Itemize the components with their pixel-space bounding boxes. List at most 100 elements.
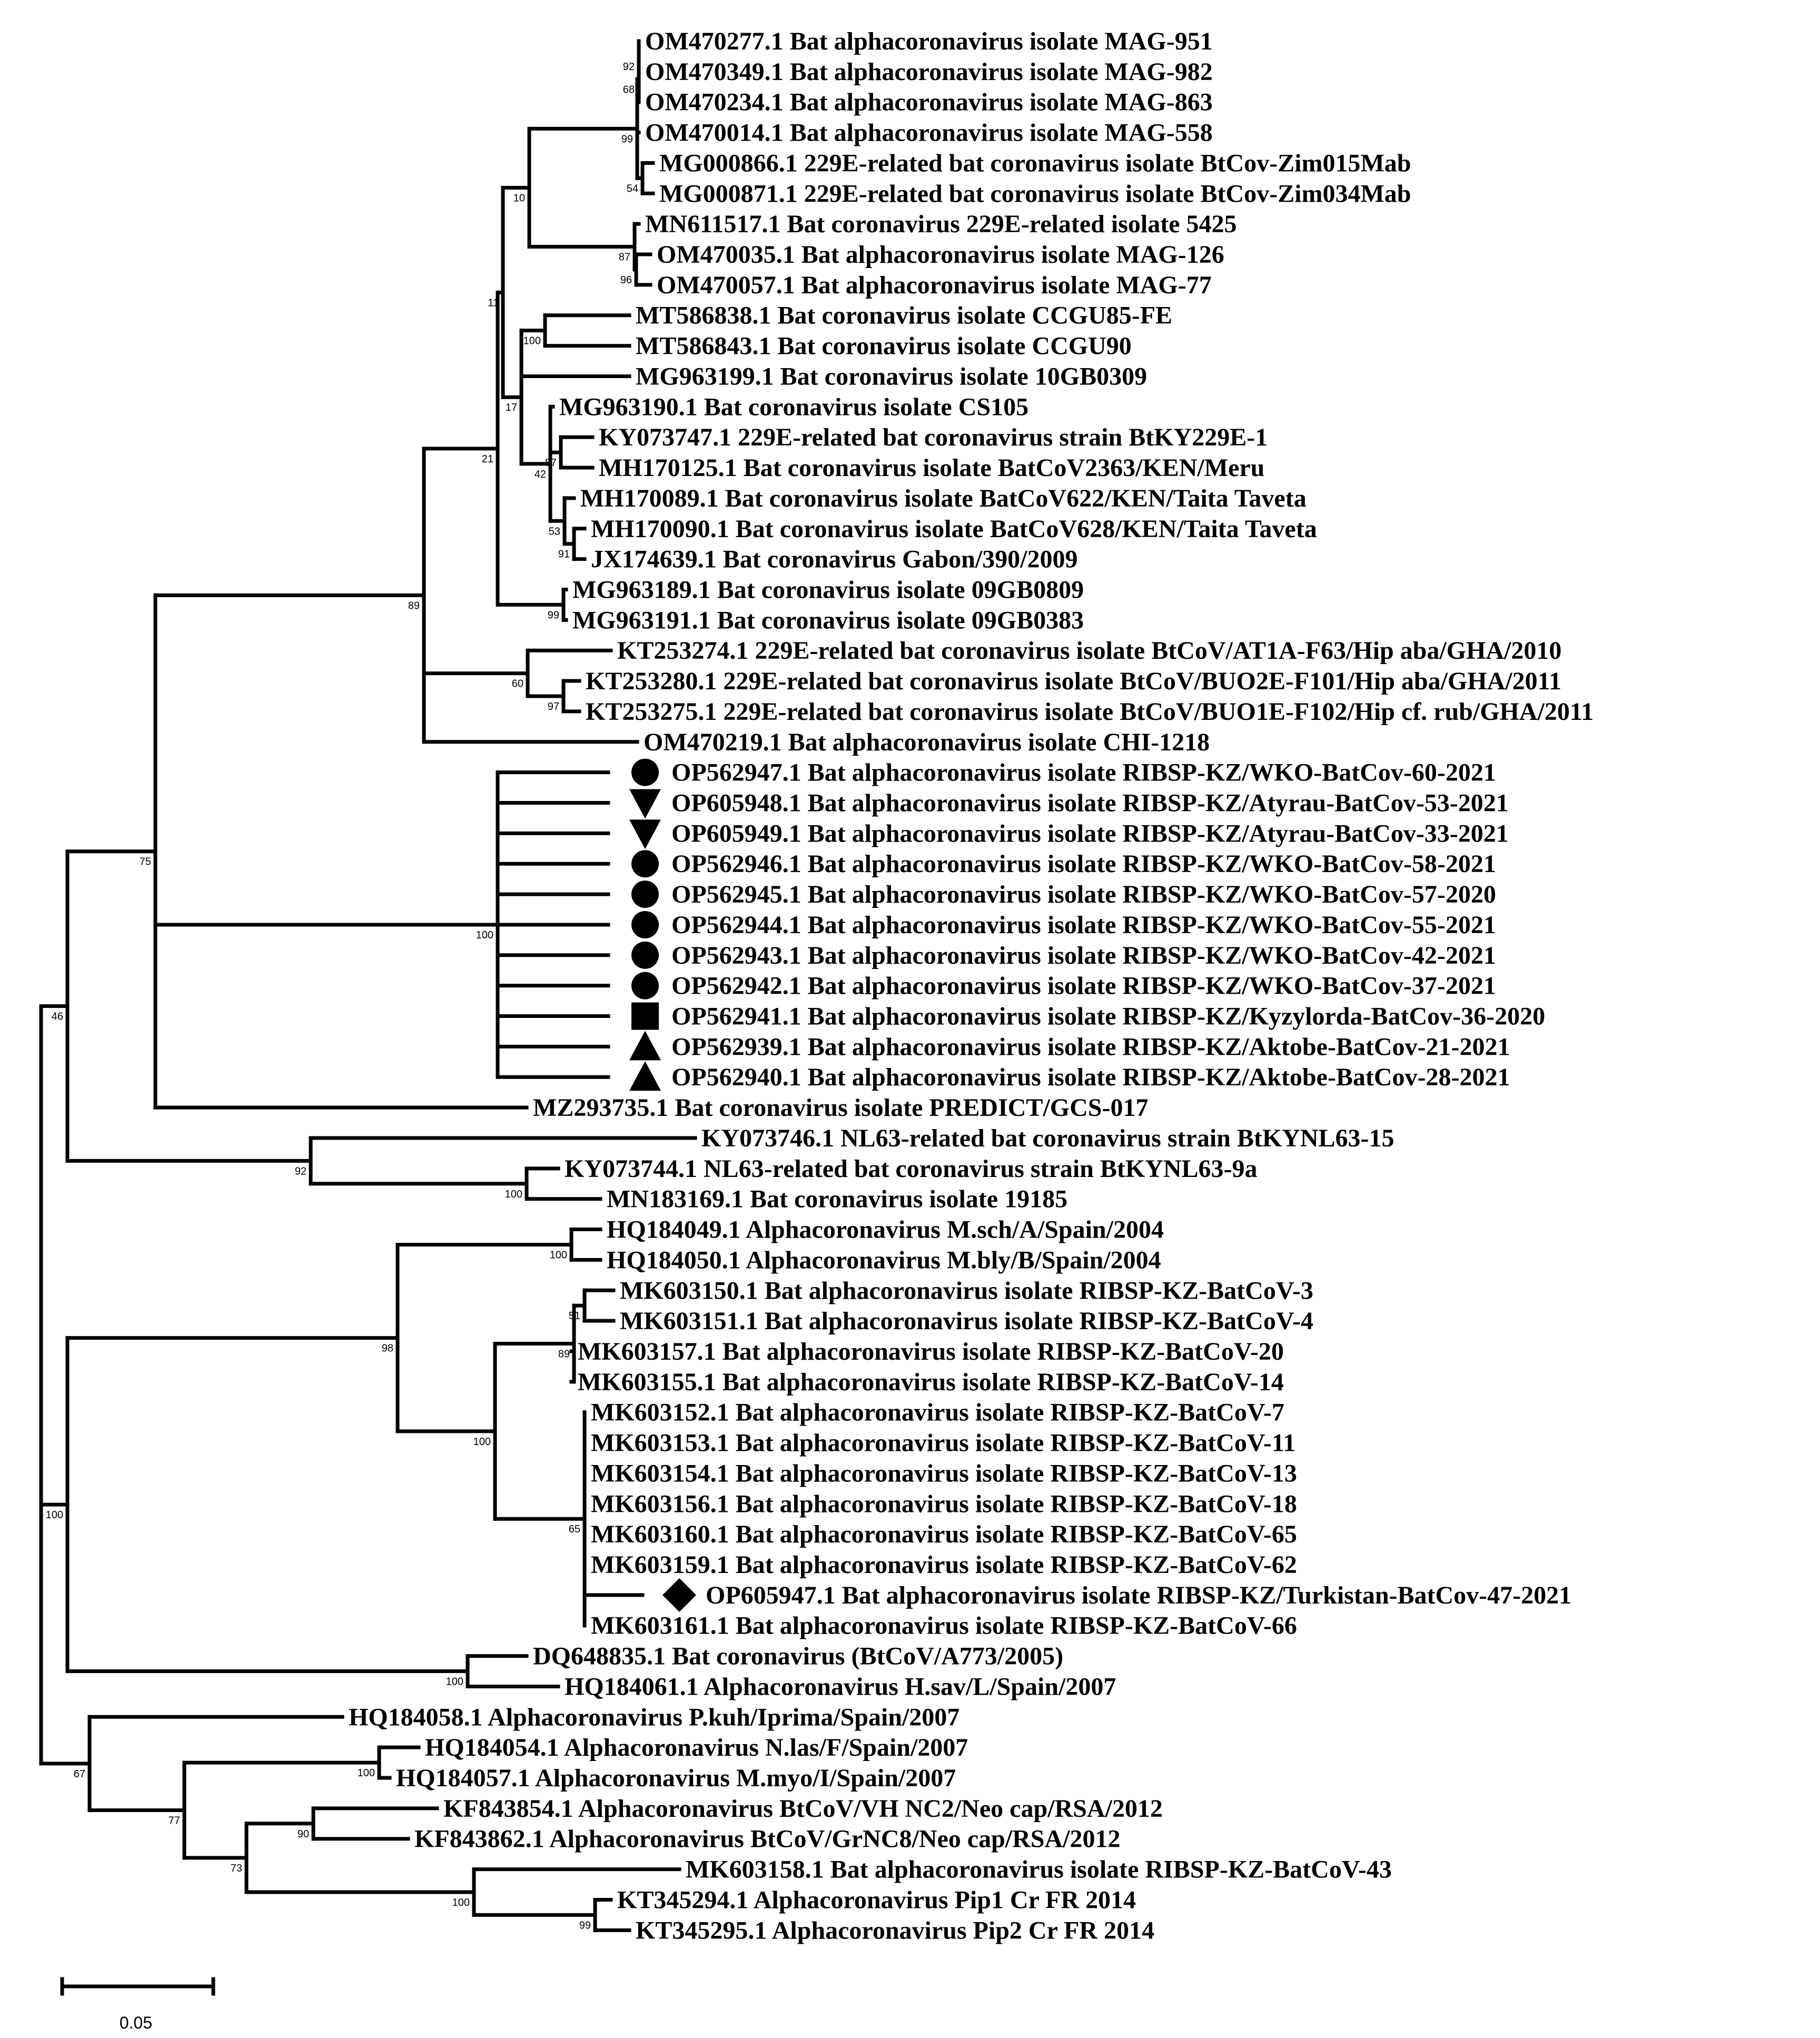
leaf-label: HQ184054.1 Alphacoronavirus N.las/F/Spai…: [425, 1734, 968, 1762]
triangle-down-marker: [629, 789, 661, 819]
leaf-label: OP562946.1 Bat alphacoronavirus isolate …: [671, 850, 1496, 878]
bootstrap-values: 4675892111109968925487961710042875391996…: [46, 61, 638, 1931]
leaf-label: HQ184049.1 Alphacoronavirus M.sch/A/Spai…: [607, 1216, 1164, 1244]
leaf-label: MK603157.1 Bat alphacoronavirus isolate …: [578, 1338, 1284, 1366]
circle-marker: [631, 941, 659, 969]
bootstrap-value: 87: [619, 252, 630, 263]
bootstrap-value: 17: [506, 402, 517, 413]
bootstrap-value: 91: [558, 549, 570, 560]
circle-marker: [631, 972, 659, 1000]
leaf-label: OM470349.1 Bat alphacoronavirus isolate …: [645, 58, 1213, 86]
bootstrap-value: 42: [535, 469, 546, 480]
bootstrap-value: 11: [488, 297, 499, 309]
bootstrap-value: 100: [523, 335, 541, 347]
leaf-label: DQ648835.1 Bat coronavirus (BtCoV/A773/2…: [533, 1643, 1063, 1670]
leaf-label: HQ184057.1 Alphacoronavirus M.myo/I/Spai…: [396, 1764, 956, 1792]
leaf-label: KF843862.1 Alphacoronavirus BtCoV/GrNC8/…: [414, 1825, 1120, 1853]
bootstrap-value: 46: [52, 1011, 63, 1023]
leaf-label: MK603152.1 Bat alphacoronavirus isolate …: [591, 1399, 1284, 1427]
leaf-label: KY073747.1 229E-related bat coronavirus …: [599, 423, 1268, 451]
bootstrap-value: 100: [46, 1509, 63, 1521]
bootstrap-value: 21: [482, 453, 493, 465]
diamond-marker: [662, 1578, 696, 1612]
bootstrap-value: 99: [579, 1920, 591, 1931]
leaf-label: KT253274.1 229E-related bat coronavirus …: [617, 637, 1561, 665]
leaf-labels: OM470277.1 Bat alphacoronavirus isolate …: [349, 27, 1594, 1944]
leaf-label: MN611517.1 Bat coronavirus 229E-related …: [645, 210, 1237, 238]
leaf-label: MK603154.1 Bat alphacoronavirus isolate …: [591, 1459, 1297, 1487]
bootstrap-value: 99: [548, 609, 559, 621]
leaf-label: MH170125.1 Bat coronavirus isolate BatCo…: [599, 454, 1264, 482]
leaf-label: KF843854.1 Alphacoronavirus BtCoV/VH NC2…: [443, 1795, 1163, 1823]
bootstrap-value: 65: [569, 1523, 580, 1535]
leaf-label: OP562947.1 Bat alphacoronavirus isolate …: [671, 759, 1496, 787]
leaf-label: OP562943.1 Bat alphacoronavirus isolate …: [671, 942, 1496, 969]
leaf-label: MK603159.1 Bat alphacoronavirus isolate …: [591, 1551, 1297, 1579]
leaf-label: OP605948.1 Bat alphacoronavirus isolate …: [671, 789, 1509, 817]
leaf-label: OP562944.1 Bat alphacoronavirus isolate …: [671, 911, 1496, 939]
triangle-down-marker: [629, 819, 661, 849]
leaf-label: HQ184058.1 Alphacoronavirus P.kuh/Iprima…: [349, 1703, 960, 1731]
bootstrap-value: 77: [169, 1815, 180, 1826]
bootstrap-value: 89: [558, 1349, 570, 1360]
leaf-label: OM470035.1 Bat alphacoronavirus isolate …: [657, 241, 1224, 269]
leaf-label: MK603161.1 Bat alphacoronavirus isolate …: [591, 1612, 1297, 1640]
leaf-label: MG000866.1 229E-related bat coronavirus …: [659, 149, 1411, 177]
bootstrap-value: 100: [473, 1436, 491, 1448]
bootstrap-value: 100: [446, 1676, 463, 1688]
bootstrap-value: 97: [548, 701, 559, 713]
triangle-up-marker: [629, 1061, 661, 1091]
bootstrap-value: 92: [623, 61, 635, 73]
leaf-label: OM470234.1 Bat alphacoronavirus isolate …: [645, 88, 1213, 116]
leaf-label: MG963199.1 Bat coronavirus isolate 10GB0…: [636, 362, 1147, 390]
leaf-label: KY073744.1 NL63-related bat coronavirus …: [565, 1155, 1258, 1183]
bootstrap-value: 99: [621, 133, 633, 145]
leaf-label: MN183169.1 Bat coronavirus isolate 19185: [607, 1185, 1067, 1213]
bootstrap-value: 100: [476, 929, 493, 941]
leaf-label: HQ184061.1 Alphacoronavirus H.sav/L/Spai…: [565, 1673, 1116, 1700]
leaf-label: MG963189.1 Bat coronavirus isolate 09GB0…: [572, 576, 1084, 604]
leaf-label: MG963190.1 Bat coronavirus isolate CS105: [559, 393, 1028, 421]
leaf-label: MT586843.1 Bat coronavirus isolate CCGU9…: [636, 332, 1132, 360]
leaf-label: OM470014.1 Bat alphacoronavirus isolate …: [645, 119, 1213, 147]
bootstrap-value: 67: [74, 1768, 85, 1780]
bootstrap-value: 10: [513, 192, 525, 204]
leaf-label: OP562940.1 Bat alphacoronavirus isolate …: [671, 1063, 1510, 1091]
leaf-label: OP562939.1 Bat alphacoronavirus isolate …: [671, 1033, 1510, 1061]
square-marker: [631, 1002, 659, 1030]
leaf-label: KT253280.1 229E-related bat coronavirus …: [586, 667, 1561, 695]
leaf-label: MT586838.1 Bat coronavirus isolate CCGU8…: [636, 302, 1172, 330]
bootstrap-value: 51: [569, 1310, 580, 1322]
leaf-label: MK603150.1 Bat alphacoronavirus isolate …: [620, 1277, 1313, 1304]
bootstrap-value: 54: [627, 183, 638, 194]
bootstrap-value: 75: [140, 856, 151, 868]
bootstrap-value: 87: [545, 457, 557, 469]
triangle-up-marker: [629, 1031, 661, 1061]
scale-bar-label: 0.05: [120, 2013, 152, 2032]
bootstrap-value: 100: [550, 1249, 567, 1261]
bootstrap-value: 100: [505, 1189, 522, 1200]
leaf-label: MH170090.1 Bat coronavirus isolate BatCo…: [591, 515, 1317, 543]
leaf-label: MK603153.1 Bat alphacoronavirus isolate …: [591, 1429, 1295, 1457]
bootstrap-value: 92: [295, 1165, 306, 1177]
leaf-label: OP562941.1 Bat alphacoronavirus isolate …: [671, 1003, 1545, 1031]
bootstrap-value: 53: [549, 526, 560, 537]
leaf-label: OM470277.1 Bat alphacoronavirus isolate …: [645, 27, 1213, 55]
leaf-label: MK603155.1 Bat alphacoronavirus isolate …: [578, 1368, 1284, 1396]
leaf-label: MK603158.1 Bat alphacoronavirus isolate …: [686, 1856, 1392, 1884]
circle-marker: [631, 850, 659, 878]
leaf-label: JX174639.1 Bat coronavirus Gabon/390/200…: [591, 546, 1078, 573]
leaf-label: KY073746.1 NL63-related bat coronavirus …: [701, 1124, 1394, 1152]
bootstrap-value: 96: [620, 274, 632, 286]
bootstrap-value: 73: [231, 1863, 242, 1874]
leaf-label: MK603160.1 Bat alphacoronavirus isolate …: [591, 1520, 1297, 1548]
leaf-label: OP605949.1 Bat alphacoronavirus isolate …: [671, 819, 1509, 847]
leaf-label: OM470219.1 Bat alphacoronavirus isolate …: [644, 728, 1210, 756]
circle-marker: [631, 881, 659, 908]
leaf-label: OP605947.1 Bat alphacoronavirus isolate …: [706, 1581, 1571, 1609]
bootstrap-value: 98: [382, 1343, 393, 1354]
leaf-label: KT253275.1 229E-related bat coronavirus …: [586, 698, 1594, 726]
scale-bar: 0.05: [60, 1977, 215, 2032]
leaf-label: MK603156.1 Bat alphacoronavirus isolate …: [591, 1490, 1297, 1518]
leaf-label: MG000871.1 229E-related bat coronavirus …: [659, 180, 1411, 207]
